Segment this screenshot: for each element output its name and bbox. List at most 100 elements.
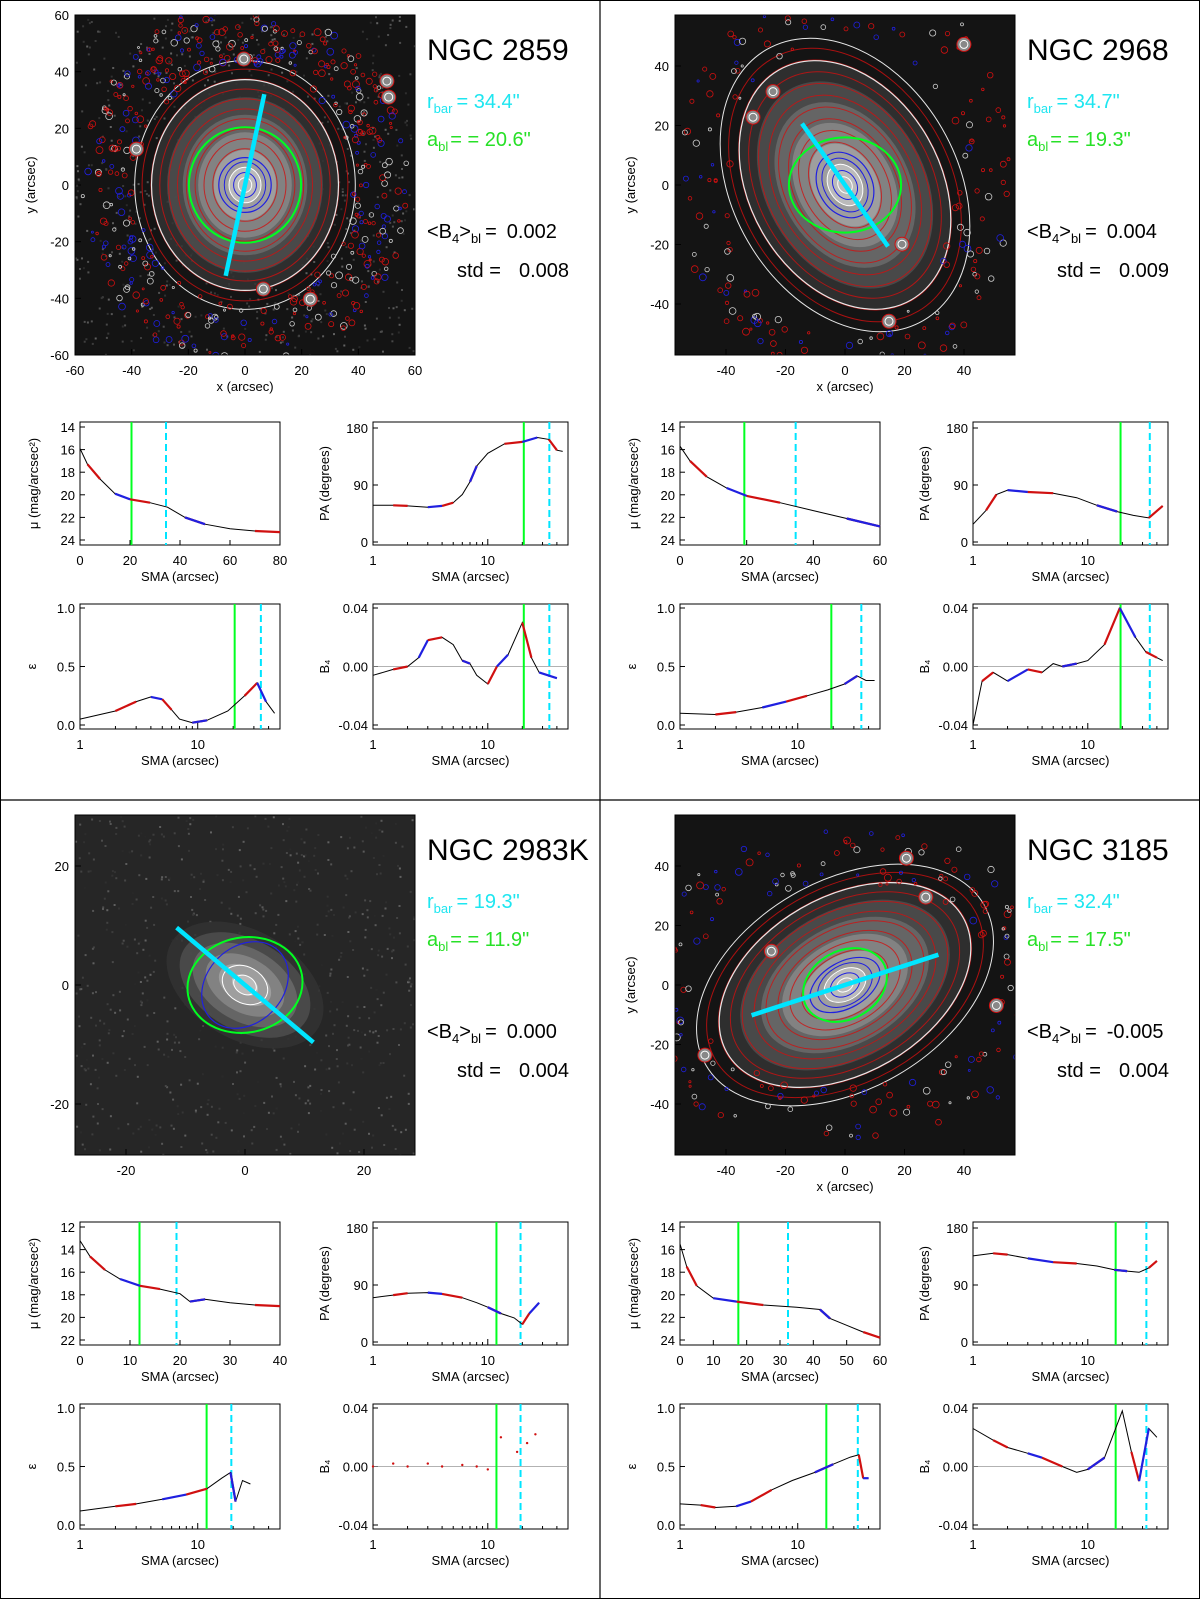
- contour-speckle: [179, 48, 185, 53]
- bar-radius-text: rbar = 19.3": [427, 891, 520, 916]
- contour-speckle: [124, 73, 131, 80]
- noise-pixel: [93, 68, 96, 71]
- contour-speckle: [849, 1133, 853, 1138]
- contour-speckle: [943, 261, 950, 268]
- contour-speckle: [687, 196, 693, 201]
- noise-pixel: [394, 822, 397, 825]
- noise-pixel: [333, 314, 336, 317]
- plot-frame: [372, 1221, 569, 1346]
- barlens-value: = = 20.6": [450, 129, 531, 151]
- contour-speckle: [148, 271, 155, 277]
- contour-speckle: [734, 60, 739, 65]
- noise-pixel: [308, 888, 311, 890]
- contour-speckle: [109, 163, 115, 169]
- contour-speckle: [318, 279, 322, 284]
- contour-speckle: [333, 102, 338, 108]
- noise-pixel: [404, 92, 407, 95]
- contour-speckle: [766, 321, 770, 325]
- contour-speckle: [901, 833, 905, 838]
- contour-speckle: [965, 144, 973, 152]
- noise-pixel: [325, 313, 328, 316]
- noise-pixel: [141, 992, 144, 995]
- contour-speckle: [821, 404, 824, 407]
- noise-pixel: [122, 69, 125, 72]
- noise-pixel: [317, 834, 320, 836]
- contour-speckle: [976, 295, 982, 301]
- plot-frame: [679, 421, 881, 546]
- bar-radius-subscript: bar: [1034, 901, 1053, 916]
- y-axis-label: PA (degrees): [317, 446, 332, 521]
- contour-speckle: [313, 28, 322, 37]
- noise-pixel: [380, 72, 383, 75]
- contour-speckle: [268, 329, 274, 335]
- noise-pixel: [104, 845, 107, 847]
- contour-speckle: [287, 294, 293, 299]
- noise-pixel: [148, 954, 151, 957]
- contour-speckle: [888, 333, 892, 337]
- noise-pixel: [121, 820, 124, 823]
- noise-pixel: [152, 833, 155, 836]
- noise-pixel: [364, 936, 367, 939]
- noise-pixel: [411, 307, 414, 310]
- contour-speckle: [135, 309, 139, 313]
- contour-speckle: [345, 316, 350, 321]
- noise-pixel: [338, 958, 341, 961]
- x-tick-label: 20: [739, 1353, 753, 1368]
- noise-pixel: [275, 335, 278, 338]
- noise-pixel: [327, 910, 330, 913]
- noise-pixel: [391, 225, 394, 228]
- noise-pixel: [92, 909, 95, 912]
- contour-speckle: [703, 223, 709, 229]
- noise-pixel: [305, 272, 308, 275]
- noise-pixel: [383, 1144, 386, 1146]
- noise-pixel: [408, 989, 411, 992]
- noise-pixel: [314, 847, 317, 850]
- contour-speckle: [371, 271, 377, 277]
- contour-speckle: [961, 111, 966, 116]
- core-contour: [821, 157, 869, 213]
- contour-speckle: [144, 124, 148, 128]
- x-axis-label: x (arcsec): [816, 379, 873, 394]
- noise-pixel: [103, 205, 106, 208]
- noise-pixel: [172, 1098, 175, 1101]
- contour-speckle: [723, 289, 730, 296]
- noise-pixel: [177, 890, 180, 893]
- contour-speckle: [372, 71, 378, 77]
- profile-segment-red: [392, 665, 408, 671]
- noise-pixel: [149, 238, 152, 240]
- blue-contour: [201, 941, 289, 1029]
- y-tick-label: 0.00: [943, 1460, 968, 1475]
- noise-pixel: [140, 854, 143, 857]
- noise-pixel: [210, 291, 213, 294]
- contour-speckle: [127, 247, 136, 255]
- noise-pixel: [98, 117, 101, 120]
- contour-speckle: [153, 320, 161, 327]
- contour-speckle: [677, 1019, 684, 1026]
- contour-speckle: [367, 221, 372, 225]
- noise-pixel: [146, 326, 149, 329]
- contour-speckle: [357, 119, 361, 124]
- noise-pixel: [237, 38, 240, 41]
- core-contour: [228, 166, 262, 204]
- noise-pixel: [388, 307, 390, 309]
- contour-speckle: [626, 942, 629, 945]
- noise-pixel: [193, 876, 196, 879]
- galaxy-name: NGC 2968: [1027, 34, 1169, 67]
- contour-speckle: [154, 88, 160, 94]
- data-point: [525, 1441, 529, 1445]
- x-tick-label: 10: [1081, 553, 1095, 568]
- noise-pixel: [118, 907, 120, 910]
- noise-pixel: [401, 176, 404, 179]
- blue-contour: [218, 157, 272, 214]
- noise-pixel: [279, 1135, 282, 1138]
- noise-pixel: [341, 194, 344, 197]
- noise-pixel: [92, 946, 95, 949]
- contour-speckle: [354, 196, 361, 202]
- contour-speckle: [292, 311, 297, 316]
- core-contour: [823, 967, 867, 1003]
- contour-speckle: [1006, 157, 1011, 162]
- noise-pixel: [144, 976, 147, 979]
- noise-pixel: [290, 1127, 293, 1130]
- contour-speckle: [170, 39, 178, 47]
